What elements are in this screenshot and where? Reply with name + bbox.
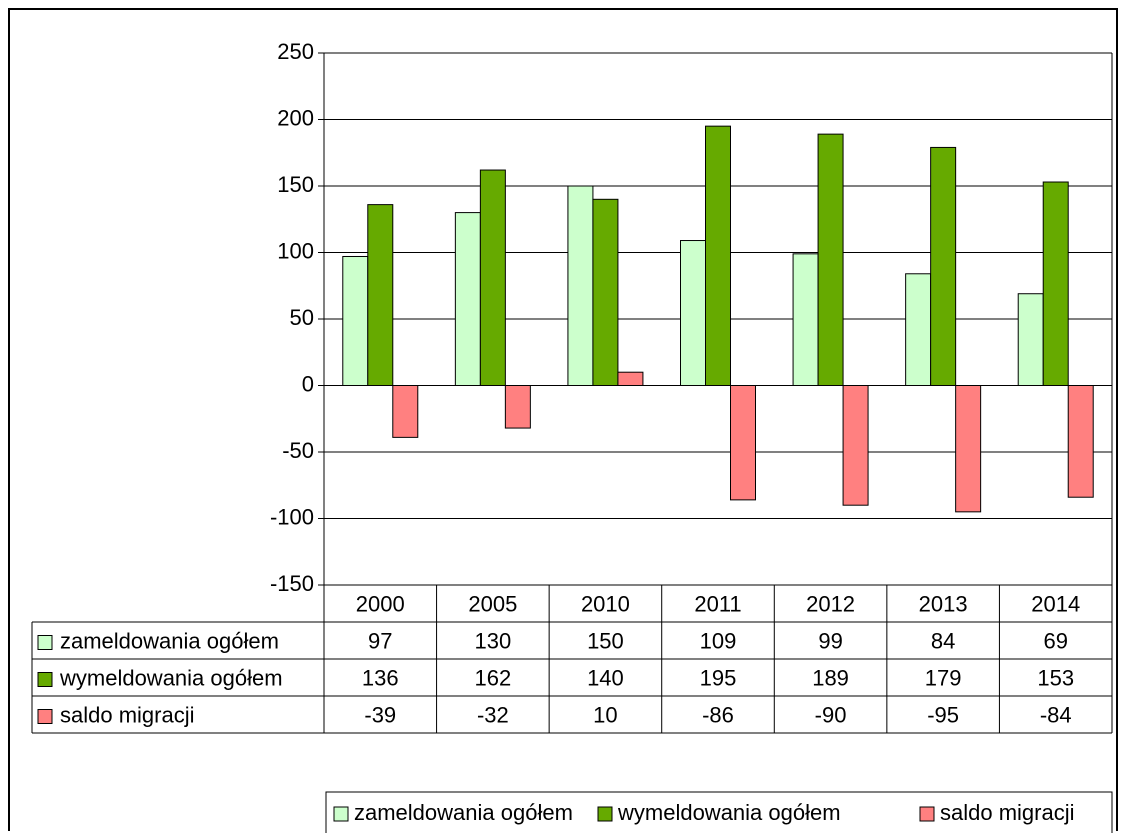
data-label: -84 (1040, 702, 1072, 727)
legend-key (37, 709, 53, 724)
series-name-label: wymeldowania ogółem (59, 665, 283, 690)
y-tick-label: -50 (282, 438, 314, 463)
y-tick-label: -150 (270, 571, 314, 596)
x-category-label: 2011 (694, 591, 741, 616)
bar (1067, 385, 1094, 498)
legend-box (325, 791, 1113, 833)
data-label: 130 (474, 628, 511, 653)
bar (705, 125, 731, 387)
data-label: -90 (815, 702, 847, 727)
bar (955, 385, 982, 513)
y-tick-label: 250 (277, 39, 314, 64)
legend-key (919, 806, 935, 822)
bar (342, 255, 369, 386)
x-category-label: 2013 (919, 591, 968, 616)
chart-frame: 250 200 150 100 50 0 -50 -100 -150 2000 2005 2010 20… (8, 8, 1118, 833)
bar (1042, 181, 1069, 386)
bar-chart: 250 200 150 100 50 0 -50 -100 -150 2000 2005 2010 20… (31, 39, 1113, 833)
data-label: 97 (368, 628, 392, 653)
data-label: 162 (474, 665, 511, 690)
data-label: 179 (925, 665, 962, 690)
data-label: -95 (927, 702, 959, 727)
series-name-label: saldo migracji (60, 702, 195, 727)
legend-key (597, 806, 613, 822)
data-label: 109 (700, 628, 737, 653)
x-category-label: 2010 (581, 591, 630, 616)
legend-entry: saldo migracji (940, 800, 1075, 825)
y-tick-label: 200 (277, 105, 314, 130)
y-tick-label: 0 (302, 371, 314, 396)
bar (1017, 293, 1044, 387)
data-label: -86 (702, 702, 734, 727)
data-label: 69 (1043, 628, 1067, 653)
y-tick-label: 50 (290, 305, 314, 330)
x-category-label: 2005 (468, 591, 517, 616)
legend-entry: zameldowania ogółem (354, 800, 573, 825)
legend-key (37, 635, 53, 650)
data-label: 153 (1037, 665, 1074, 690)
x-category-label: 2014 (1031, 591, 1080, 616)
data-label: 99 (818, 628, 842, 653)
bar (392, 385, 419, 438)
bar (567, 185, 594, 386)
bar (479, 169, 506, 386)
legend-key (37, 672, 53, 687)
data-label: -39 (364, 702, 396, 727)
data-label: -32 (477, 702, 509, 727)
data-label: 136 (362, 665, 399, 690)
legend-entry: wymeldowania ogółem (617, 800, 841, 825)
x-category-label: 2000 (356, 591, 405, 616)
y-tick-label: 100 (277, 238, 314, 263)
y-tick-label: 150 (277, 172, 314, 197)
bar (792, 253, 819, 386)
x-category-label: 2012 (806, 591, 855, 616)
y-tick-label: -100 (270, 504, 314, 529)
bar (905, 273, 932, 386)
data-label: 195 (700, 665, 737, 690)
bar (454, 212, 481, 386)
bar (817, 133, 844, 386)
bar (680, 240, 706, 386)
bar (592, 198, 619, 386)
data-label: 189 (812, 665, 849, 690)
bar (367, 204, 394, 386)
bar (504, 385, 531, 429)
series-name-label: zameldowania ogółem (60, 628, 279, 653)
data-label: 140 (587, 665, 624, 690)
data-label: 150 (587, 628, 624, 653)
bar (617, 371, 644, 387)
data-label: 84 (931, 628, 955, 653)
bar (930, 146, 957, 386)
data-label: 10 (593, 702, 617, 727)
bar (730, 385, 756, 501)
legend-key (333, 806, 349, 822)
bar (842, 385, 869, 506)
